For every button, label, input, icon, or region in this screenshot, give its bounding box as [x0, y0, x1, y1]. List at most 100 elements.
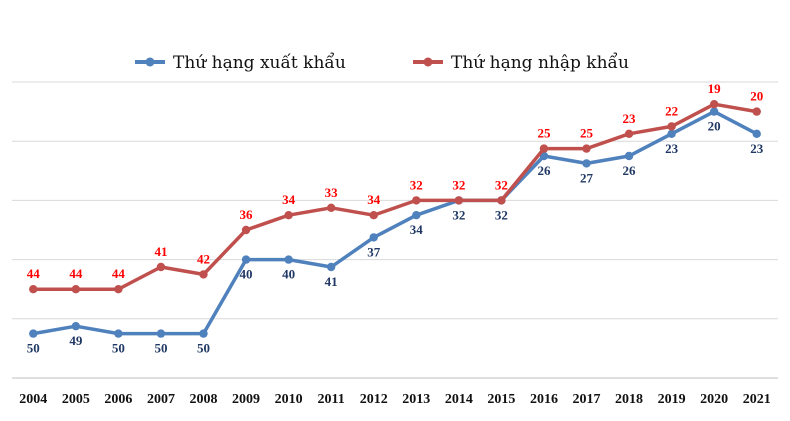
data-point-import: [539, 144, 549, 153]
data-label-import: 44: [112, 266, 126, 281]
x-tick-label: 2020: [700, 392, 728, 407]
data-label-export: 40: [282, 267, 295, 282]
data-point-import: [497, 196, 506, 205]
legend-label-export: Thứ hạng xuất khẩu: [173, 53, 346, 73]
data-label-export: 32: [495, 207, 508, 222]
x-tick-label: 2007: [147, 392, 175, 407]
x-tick-label: 2016: [530, 392, 558, 407]
data-label-export: 27: [580, 170, 594, 185]
data-point-export: [156, 329, 166, 338]
data-label-import: 32: [410, 177, 423, 192]
data-label-import: 32: [495, 177, 508, 192]
data-label-export: 40: [240, 267, 253, 282]
data-point-export: [624, 151, 634, 161]
data-label-import: 22: [665, 103, 678, 118]
data-labels-layer: 50 49 50 50 50 40 40 41 37 34 32 32 26 27 26 23 20 23 44 44…: [27, 81, 764, 355]
x-tick-label: 2005: [62, 392, 90, 407]
data-point-import: [582, 144, 591, 153]
x-axis-tick-labels: 2004 2005 2006 2007 2008 2009 2010 2011 2012 2013…: [19, 392, 770, 407]
x-tick-label: 2021: [743, 392, 771, 407]
gridlines: [12, 81, 778, 379]
data-point-import: [156, 262, 166, 272]
data-point-import: [199, 270, 208, 279]
data-point-export: [199, 329, 208, 338]
series-line-export: [31, 109, 759, 336]
x-tick-label: 2013: [402, 392, 430, 407]
data-point-import: [709, 100, 719, 109]
data-point-import: [369, 211, 378, 220]
data-point-import: [667, 122, 676, 131]
x-tick-label: 2014: [445, 392, 473, 407]
data-point-import: [71, 285, 81, 294]
data-label-import: 25: [580, 126, 594, 141]
x-tick-label: 2017: [573, 392, 601, 407]
x-tick-label: 2004: [19, 392, 47, 407]
data-label-import: 41: [154, 244, 167, 259]
series-line-import: [31, 102, 759, 291]
data-label-import: 44: [27, 266, 41, 281]
data-label-export: 50: [27, 341, 40, 356]
data-point-export: [326, 262, 336, 272]
data-label-import: 44: [69, 266, 83, 281]
x-tick-label: 2006: [104, 392, 132, 407]
data-point-import: [114, 285, 123, 294]
data-label-export: 23: [750, 141, 764, 156]
data-label-import: 36: [240, 207, 254, 222]
legend-item-import: Thứ hạng nhập khẩu: [413, 53, 629, 73]
data-label-import: 20: [750, 89, 763, 104]
data-label-export: 26: [623, 163, 637, 178]
data-point-import: [326, 203, 336, 212]
legend-marker-export: [145, 57, 155, 67]
data-label-export: 49: [69, 333, 83, 348]
data-point-import: [29, 285, 38, 294]
legend: Thứ hạng xuất khẩu Thứ hạng nhập khẩu: [135, 53, 629, 73]
data-point-import: [412, 196, 421, 205]
data-point-export: [284, 255, 293, 264]
data-point-import: [624, 129, 634, 138]
x-tick-label: 2009: [232, 392, 260, 407]
data-label-export: 37: [367, 244, 381, 259]
series-layer: [29, 100, 761, 338]
data-label-export: 50: [154, 341, 167, 356]
data-label-import: 34: [282, 192, 296, 207]
data-point-export: [29, 329, 38, 338]
data-label-import: 25: [537, 126, 551, 141]
data-point-import: [752, 107, 761, 116]
data-label-export: 32: [452, 207, 465, 222]
data-label-import: 19: [708, 81, 722, 96]
data-label-import: 32: [452, 177, 465, 192]
data-label-export: 26: [537, 163, 551, 178]
data-point-import: [241, 225, 251, 235]
data-point-export: [582, 159, 591, 168]
data-point-import: [284, 211, 293, 220]
x-tick-label: 2011: [318, 392, 345, 407]
data-label-export: 50: [197, 341, 210, 356]
data-point-export: [369, 233, 378, 242]
data-label-import: 23: [623, 111, 637, 126]
data-point-export: [114, 329, 123, 338]
data-point-export: [709, 107, 719, 116]
data-point-export: [412, 211, 421, 220]
data-point-export: [752, 129, 761, 138]
legend-marker-import: [423, 57, 433, 67]
data-point-import: [454, 196, 464, 205]
x-tick-label: 2010: [275, 392, 303, 407]
data-label-export: 41: [325, 274, 338, 289]
data-label-import: 42: [197, 251, 210, 266]
legend-label-import: Thứ hạng nhập khẩu: [451, 53, 629, 73]
data-point-export: [71, 322, 81, 331]
x-tick-label: 2019: [658, 392, 686, 407]
data-label-import: 33: [325, 185, 339, 200]
x-tick-label: 2015: [487, 392, 515, 407]
data-point-export: [667, 129, 676, 138]
x-tick-label: 2008: [190, 392, 218, 407]
data-label-export: 23: [665, 141, 679, 156]
legend-item-export: Thứ hạng xuất khẩu: [135, 53, 346, 73]
data-label-export: 20: [708, 119, 721, 134]
x-tick-label: 2012: [360, 392, 388, 407]
data-label-export: 34: [410, 222, 424, 237]
data-label-export: 50: [112, 341, 125, 356]
x-tick-label: 2018: [615, 392, 643, 407]
data-point-export: [241, 255, 251, 264]
